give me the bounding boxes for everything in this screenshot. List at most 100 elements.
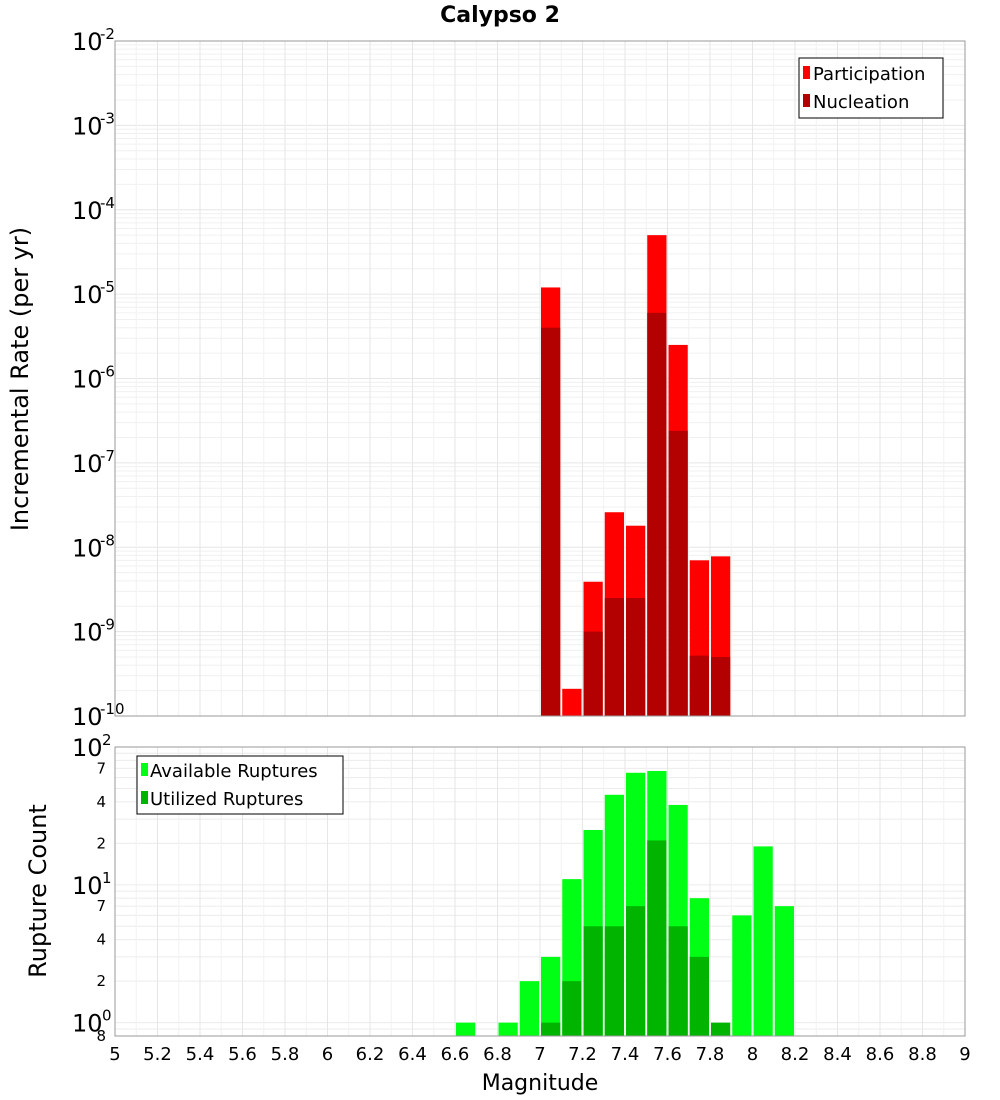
bottom-y-minor-tick: 7 (96, 897, 106, 915)
top-y-tick: 10 (72, 534, 103, 562)
top-legend-box (798, 57, 944, 119)
x-axis-label: Magnitude (482, 1071, 599, 1096)
top-y-tick-exp: -9 (100, 616, 115, 634)
nucleation-bar (689, 655, 709, 716)
participation-bar (562, 688, 582, 716)
bottom-y-minor-tick: 2 (96, 972, 106, 990)
x-tick: 8.2 (781, 1044, 810, 1065)
x-tick: 8.8 (908, 1044, 937, 1065)
x-tick: 5.2 (143, 1044, 172, 1065)
bottom-y-minor-tick: 4 (96, 931, 106, 949)
bottom-y-axis-label: Rupture Count (24, 804, 52, 978)
top-y-tick-exp: -7 (100, 447, 115, 465)
bottom-y-major-tick-exp: 1 (102, 869, 112, 887)
utilized-bar (711, 1022, 731, 1036)
bottom-y-major-tick-exp: 0 (102, 1007, 112, 1025)
nucleation-bar (668, 430, 688, 716)
top-y-tick: 10 (72, 28, 103, 56)
nucleation-bar (647, 312, 667, 716)
x-tick: 7 (534, 1044, 545, 1065)
nucleation-bar (711, 657, 731, 716)
bottom-y-minor-tick: 2 (96, 834, 106, 852)
utilized-legend-label: Utilized Ruptures (150, 789, 303, 810)
utilized-bar (541, 1022, 561, 1036)
x-tick: 6.8 (483, 1044, 512, 1065)
top-plot: 10-210-310-410-510-610-710-810-910-10 In… (6, 25, 966, 731)
x-tick-labels: 5 5.2 5.4 5.6 5.8 6 6.2 6.4 6.6 6.8 7 7.2 7.4 7.6 7.8 8… (109, 1044, 970, 1065)
x-tick: 6.2 (356, 1044, 385, 1065)
bottom-plot-frame (114, 746, 966, 1037)
available-bar (774, 906, 794, 1036)
x-tick: 5.6 (228, 1044, 257, 1065)
top-plot-frame (114, 40, 966, 717)
available-bar (456, 1022, 476, 1036)
x-tick: 7.4 (611, 1044, 640, 1065)
available-bar (753, 846, 773, 1036)
bottom-y-major-tick: 10 (72, 734, 103, 762)
x-tick: 7.2 (568, 1044, 597, 1065)
top-y-tick-exp: -3 (100, 109, 115, 127)
top-y-tick-exp: -2 (100, 25, 115, 43)
available-bar (541, 956, 561, 1036)
available-legend-label: Available Ruptures (150, 761, 318, 782)
top-y-tick: 10 (72, 197, 103, 225)
x-tick: 6.4 (398, 1044, 427, 1065)
top-y-tick-exp: -6 (100, 363, 115, 381)
x-tick: 8 (747, 1044, 758, 1065)
x-tick: 7.8 (696, 1044, 725, 1065)
bottom-y-major-tick: 10 (72, 1010, 103, 1038)
utilized-bar (668, 926, 688, 1036)
utilized-bar (689, 956, 709, 1036)
chart-title: Calypso 2 (440, 3, 560, 28)
top-y-tick-exp: -5 (100, 278, 115, 296)
x-tick: 5.4 (186, 1044, 215, 1065)
nucleation-bar (583, 631, 603, 716)
bottom-y-major-tick-exp: 2 (102, 731, 112, 749)
utilized-bar (562, 981, 582, 1036)
available-bar (498, 1022, 518, 1036)
utilized-bar (647, 840, 667, 1036)
top-y-tick-labels: 10-210-310-410-510-610-710-810-910-10 (72, 25, 125, 731)
x-tick: 9 (959, 1044, 970, 1065)
top-gridlines (114, 41, 966, 717)
x-tick: 7.6 (653, 1044, 682, 1065)
nucleation-bar (626, 598, 646, 716)
top-y-tick: 10 (72, 366, 103, 394)
available-bar (519, 981, 539, 1036)
utilized-bar (604, 926, 624, 1036)
nucleation-bar (541, 327, 561, 716)
top-y-tick-exp: -10 (100, 700, 125, 718)
utilized-bar (583, 926, 603, 1036)
top-y-tick: 10 (72, 112, 103, 140)
bottom-y-minor-tick: 7 (96, 759, 106, 777)
x-tick: 8.4 (823, 1044, 852, 1065)
x-tick: 6.6 (441, 1044, 470, 1065)
available-swatch (141, 763, 148, 776)
utilized-bar (626, 906, 646, 1036)
x-tick: 6 (322, 1044, 333, 1065)
top-y-tick: 10 (72, 281, 103, 309)
x-tick: 8.6 (866, 1044, 895, 1065)
top-y-tick: 10 (72, 450, 103, 478)
available-bar (732, 915, 752, 1036)
top-legend: Participation Nucleation (798, 57, 944, 119)
bottom-bars (456, 770, 794, 1036)
x-tick: 5.8 (271, 1044, 300, 1065)
bottom-y-minor-tick: 8 (96, 1027, 106, 1045)
top-y-tick: 10 (72, 619, 103, 647)
top-y-tick-exp: -4 (100, 194, 115, 212)
participation-swatch (803, 66, 810, 79)
x-tick: 5 (109, 1044, 120, 1065)
nucleation-swatch (803, 94, 810, 107)
top-y-tick-exp: -8 (100, 531, 115, 549)
bottom-y-major-tick: 10 (72, 872, 103, 900)
bottom-legend: Available Ruptures Utilized Ruptures (136, 755, 344, 815)
top-bars (541, 235, 731, 716)
utilized-swatch (141, 791, 148, 804)
bottom-legend-box (136, 755, 344, 815)
top-y-tick: 10 (72, 703, 103, 731)
bottom-y-minor-tick: 4 (96, 793, 106, 811)
